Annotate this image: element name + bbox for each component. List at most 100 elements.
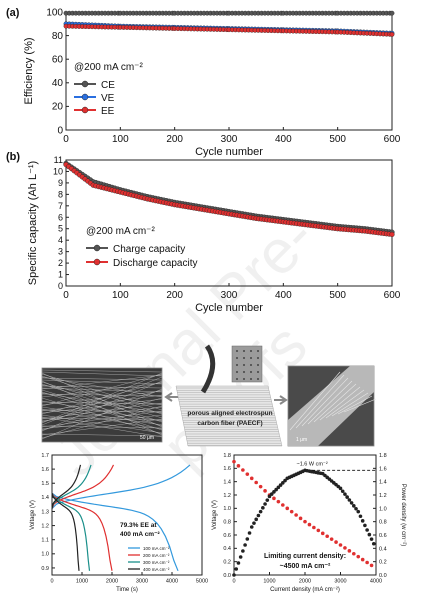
x-tick-label: 300 [221, 290, 238, 301]
data-point [289, 509, 294, 514]
sheet-bg [175, 385, 283, 447]
x-tick-label: 400 [275, 290, 292, 301]
y-tick-label: 0.0 [223, 573, 231, 579]
legend-label: 200 mA cm⁻² [143, 553, 170, 558]
fiber-sheet [175, 385, 283, 447]
x-tick-label: 300 [221, 134, 238, 145]
data-point [347, 549, 352, 553]
data-point [356, 509, 361, 514]
y-tick-label: 20 [52, 102, 64, 113]
sem-fiber [41, 376, 163, 426]
data-point [347, 498, 352, 502]
limit-annotation-line2: ~4500 mA cm⁻² [280, 563, 331, 570]
data-point [298, 516, 303, 521]
inset-pore [236, 364, 238, 366]
x-tick-label: 0 [232, 579, 235, 585]
data-point [356, 554, 361, 559]
inset-pore [257, 364, 259, 366]
y-tick-label: 5 [58, 224, 63, 234]
y-axis-label: Voltage (V) [212, 500, 218, 530]
x-tick-label: 0 [63, 134, 69, 145]
data-point [352, 551, 356, 556]
x-tick-label: 2000 [299, 579, 311, 585]
data-point [272, 490, 276, 494]
data-point [232, 459, 236, 464]
y-tick-label: 11 [54, 155, 63, 165]
sem-striation [319, 386, 361, 421]
y2-tick-label: 1.0 [379, 506, 387, 512]
y-tick-label: 0.4 [223, 546, 231, 552]
sem-striation [313, 383, 357, 423]
sem-fiber [41, 414, 163, 430]
y-tick-label: 1.6 [41, 467, 49, 473]
data-point [369, 537, 374, 541]
sem-striation [325, 389, 365, 419]
y-tick-label: 0 [57, 125, 63, 136]
charge-curve [51, 464, 92, 509]
data-point [371, 541, 376, 546]
sem-fiber [41, 376, 163, 398]
legend-label: 300 mA cm⁻² [143, 560, 170, 565]
x-tick-label: 200 [166, 290, 183, 301]
data-point [352, 504, 356, 508]
scale-bar-left: 50 μm [140, 435, 154, 441]
x-tick-label: 600 [384, 290, 401, 301]
data-point [243, 543, 247, 547]
series-charge-capacity [63, 160, 395, 235]
data-point [354, 506, 358, 511]
y-tick-label: 0.9 [41, 566, 49, 572]
y-tick-label: 4 [58, 235, 63, 245]
data-point [285, 506, 290, 511]
x-tick-label: 100 [112, 134, 129, 145]
sem-fiber [41, 416, 163, 438]
sem-striation [301, 377, 349, 427]
y2-tick-label: 0.8 [379, 520, 387, 526]
data-point [325, 534, 329, 539]
data-point [367, 532, 372, 537]
discharge-curve [51, 492, 80, 571]
data-point [338, 543, 343, 547]
sem-striation [337, 395, 373, 415]
data-point [343, 492, 347, 496]
inset-pore [236, 371, 238, 373]
data-point [334, 540, 338, 544]
sem-fiber [41, 408, 163, 430]
y-tick-label: 6 [58, 212, 63, 222]
inset-pore [243, 364, 245, 366]
data-point [274, 487, 278, 492]
fiber-label-line1: porous aligned electrospun [187, 410, 272, 417]
data-point [276, 499, 281, 504]
legend-label: Discharge capacity [113, 258, 197, 269]
data-point [258, 484, 263, 489]
inset-pore [236, 357, 238, 359]
sem-fiber [41, 380, 163, 436]
y-tick-label: 1.1 [41, 538, 49, 544]
sem-fiber [41, 375, 163, 415]
y-tick-label: 7 [58, 201, 63, 211]
y-axis-label: Efficiency (%) [23, 37, 35, 104]
power-curve [232, 468, 376, 577]
y-tick-label: 1 [58, 270, 63, 280]
y-tick-label: 1.2 [223, 493, 231, 499]
voltage-curve [232, 459, 374, 568]
x-tick-label: 100 [112, 290, 129, 301]
inset-pore [236, 350, 238, 352]
charge-curve [51, 464, 82, 509]
y-tick-label: 1.0 [223, 506, 231, 512]
y2-axis-label: Power density (w cm⁻²) [400, 484, 406, 547]
x-tick-label: 2000 [106, 579, 118, 585]
data-point [365, 560, 369, 565]
sem-fiber [41, 377, 163, 381]
inset-pore [236, 378, 238, 380]
y-axis-label: Voltage (V) [30, 500, 36, 530]
y-tick-label: 40 [52, 78, 64, 89]
charge-curve [51, 464, 191, 510]
sem-fiber [41, 397, 163, 435]
data-point [276, 485, 281, 490]
y-tick-label: 0.8 [223, 520, 231, 526]
data-point [281, 503, 285, 507]
sem-fiber [41, 373, 163, 411]
y-axis-label: Specific capacity (Ah L⁻¹) [27, 161, 39, 285]
sem-fiber [41, 433, 163, 437]
curved-strip [200, 344, 216, 394]
